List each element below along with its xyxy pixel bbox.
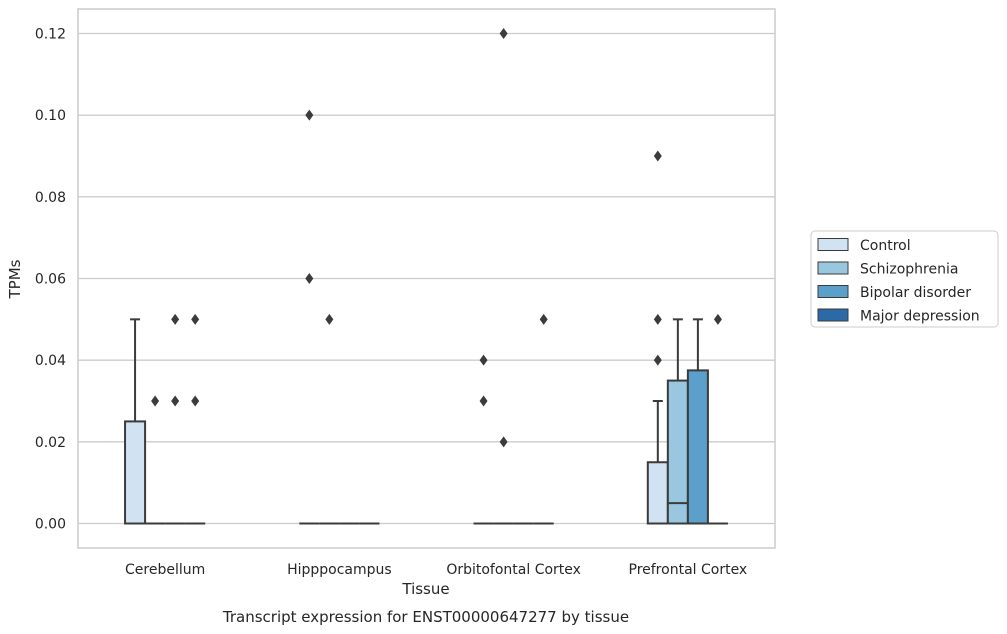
x-tick-label: Prefrontal Cortex (629, 562, 748, 578)
outlier-point (713, 313, 722, 325)
box-body (686, 369, 709, 525)
outlier-point (171, 395, 180, 407)
grid-lines (78, 32, 775, 525)
x-tick-label: Hipppocampus (287, 562, 392, 578)
plot-frame (77, 8, 776, 549)
outlier-point (191, 395, 200, 407)
figure-caption: Transcript expression for ENST0000064727… (222, 608, 629, 626)
y-tick-label: 0.10 (35, 108, 66, 124)
y-axis-label: TPMs (6, 259, 24, 299)
outlier-point (499, 436, 508, 448)
legend-label: Major depression (860, 309, 980, 325)
outlier-point (325, 313, 334, 325)
box-control (124, 318, 147, 525)
box-series (124, 318, 728, 525)
box-body (124, 420, 147, 525)
legend-label: Bipolar disorder (860, 285, 971, 301)
legend-label: Control (860, 238, 911, 254)
box-control (646, 400, 669, 525)
legend-swatch (817, 308, 849, 322)
y-tick-label: 0.04 (35, 353, 66, 369)
outlier-point (479, 395, 488, 407)
y-tick-label: 0.12 (35, 27, 66, 43)
legend: Control Schizophrenia Bipolar disorder Majo… (810, 230, 999, 328)
y-tick-label: 0.08 (35, 190, 66, 206)
outlier-point (171, 313, 180, 325)
y-tick-labels: 0.00 0.02 0.04 0.06 0.08 0.10 0.12 (35, 27, 66, 533)
outlier-point (151, 395, 160, 407)
x-tick-label: Orbitofontal Cortex (446, 562, 581, 578)
outlier-point (539, 313, 548, 325)
legend-label: Schizophrenia (860, 262, 958, 278)
outlier-point (305, 273, 314, 284)
x-tick-labels: Cerebellum Hipppocampus Orbitofontal Corte… (125, 562, 747, 578)
outlier-point (653, 354, 662, 366)
legend-swatch (817, 238, 849, 251)
outlier-points (151, 28, 722, 448)
outlier-point (653, 150, 662, 162)
x-axis-label: Tissue (401, 580, 449, 598)
legend-swatch (817, 285, 849, 298)
outlier-point (499, 28, 508, 39)
box-body (646, 461, 669, 525)
y-tick-label: 0.06 (35, 272, 66, 288)
box-schizophrenia (666, 318, 689, 525)
outlier-point (191, 313, 200, 325)
legend-swatch (817, 261, 849, 275)
outlier-point (479, 354, 488, 366)
y-tick-label: 0.00 (35, 517, 66, 533)
box-bipolar-disorder (686, 318, 709, 525)
outlier-point (305, 109, 314, 121)
outlier-point (653, 313, 662, 325)
box-body (666, 379, 689, 525)
legend-frame (810, 230, 999, 328)
x-tick-label: Cerebellum (125, 562, 205, 578)
y-tick-label: 0.02 (35, 435, 66, 451)
